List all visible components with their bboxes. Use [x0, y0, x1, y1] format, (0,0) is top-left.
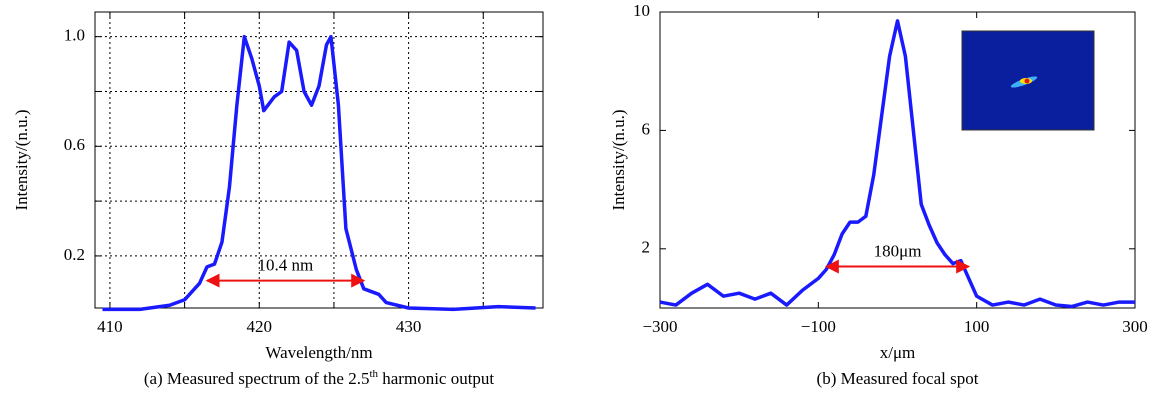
y-axis-label: Intensity/(n.u.): [609, 109, 628, 210]
plot-frame: [95, 12, 543, 308]
caption: (b) Measured focal spot: [817, 369, 979, 388]
y-tick-label: 10: [633, 1, 650, 20]
inset-image: [962, 31, 1094, 130]
data-line: [102, 37, 535, 310]
caption-text: harmonic output: [378, 369, 494, 388]
y-tick-label: 1.0: [64, 26, 85, 45]
x-axis-label: x/μm: [880, 343, 916, 362]
x-tick-label: 420: [247, 317, 273, 336]
y-tick-label: 2: [642, 238, 651, 257]
annotation-text: 180μm: [874, 241, 922, 260]
x-tick-label: −300: [642, 317, 677, 336]
x-tick-label: 100: [964, 317, 990, 336]
y-tick-label: 0.2: [64, 245, 85, 264]
y-axis-label: Intensity/(n.u.): [12, 109, 31, 210]
x-tick-label: −100: [801, 317, 836, 336]
x-tick-label: 430: [396, 317, 422, 336]
y-tick-label: 6: [642, 119, 651, 138]
x-tick-label: 410: [97, 317, 123, 336]
caption: (a) Measured spectrum of the 2.5th harmo…: [144, 368, 495, 388]
annotation-text: 10.4 nm: [258, 255, 314, 274]
y-tick-label: 0.6: [64, 135, 85, 154]
caption-text: (a) Measured spectrum of the 2.5: [144, 369, 370, 388]
figure: 410 420 430 0.2 0.6 1.0 Wavelength/nm Intensity…: [0, 0, 1157, 398]
x-axis-label: Wavelength/nm: [265, 343, 372, 362]
caption-text: (b) Measured focal spot: [817, 369, 979, 388]
x-tick-label: 300: [1122, 317, 1148, 336]
